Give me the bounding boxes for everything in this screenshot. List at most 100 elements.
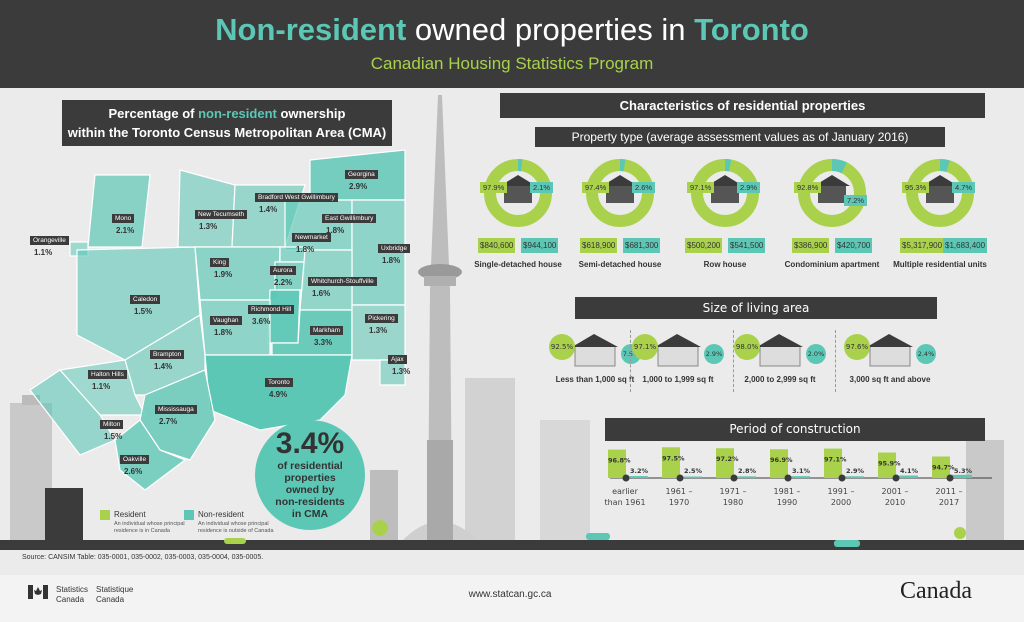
- non-resident-value: $1,683,400: [943, 238, 988, 253]
- non-resident-pct-label: 2.9%: [737, 182, 761, 193]
- map-title-text: ownership: [276, 106, 346, 121]
- page-title: Non-resident owned properties in Toronto: [0, 12, 1024, 48]
- region-pct: 1.8%: [382, 256, 401, 265]
- resident-pct-circle: 92.5%: [549, 334, 575, 360]
- map-region: [114, 419, 187, 491]
- resident-pct-circle: 97.6%: [844, 334, 870, 360]
- property-type-name: Condominium apartment: [784, 260, 880, 269]
- axis-dot: [730, 474, 738, 482]
- non-resident-pct-label: 7.2%: [844, 195, 868, 206]
- resident-bar-label: 96.9%: [770, 456, 793, 464]
- title-accent: Toronto: [694, 12, 809, 47]
- house-size-icon: [655, 334, 701, 367]
- region-pct: 2.9%: [349, 182, 368, 191]
- title-accent: Non-resident: [215, 12, 407, 47]
- region-name-tag: Aurora: [270, 266, 296, 275]
- canada-flag-icon: [28, 585, 48, 599]
- characteristics-title: Characteristics of residential propertie…: [500, 93, 985, 118]
- logo-text: Canada: [96, 595, 125, 604]
- map-title-text: Percentage of: [108, 106, 199, 121]
- region-pct: 1.6%: [312, 289, 331, 298]
- resident-pct-label: 97.9%: [480, 182, 508, 193]
- canada-wordmark: Canada: [900, 578, 972, 604]
- property-type-name: Row house: [703, 260, 747, 269]
- living-area-name: 2,000 to 2,999 sq ft: [744, 375, 816, 384]
- region-name-tag: Uxbridge: [378, 244, 411, 253]
- summary-text: non-residents: [275, 496, 345, 508]
- house-icon: [818, 185, 846, 203]
- axis-dot: [622, 474, 630, 482]
- property-type-name: Semi-detached house: [578, 260, 662, 269]
- property-donut: [691, 159, 759, 227]
- region-pct: 2.6%: [124, 467, 143, 476]
- region-name-tag: Mississauga: [155, 405, 197, 414]
- period-label: 1961 –1970: [665, 487, 693, 507]
- period-label: 2001 –2010: [881, 487, 909, 507]
- living-area-name: 1,000 to 1,999 sq ft: [642, 375, 714, 384]
- map-region: [267, 289, 301, 344]
- resident-value: $386,900: [792, 238, 830, 253]
- non-resident-bar: [844, 476, 864, 478]
- region-pct: 3.3%: [314, 338, 333, 347]
- axis-dot: [838, 474, 846, 482]
- non-resident-value: $541,500: [728, 238, 766, 253]
- map-region: [194, 246, 281, 301]
- non-resident-pct-label: 2.1%: [530, 182, 554, 193]
- axis-dot: [676, 474, 684, 482]
- non-resident-pct-circle: 2.4%: [916, 344, 936, 364]
- logo-text: Statistique: [96, 585, 134, 594]
- roof-icon: [922, 175, 958, 186]
- region-name-tag: Caledon: [130, 295, 161, 304]
- region-pct: 1.4%: [154, 362, 173, 371]
- resident-bar-label: 96.8%: [608, 457, 631, 465]
- period-label: 1991 –2000: [827, 487, 855, 507]
- region-name-tag: Bradford West Gwillimbury: [255, 193, 338, 202]
- region-pct: 1.5%: [134, 307, 153, 316]
- region-pct: 1.9%: [214, 270, 233, 279]
- period-label: 1981 –1990: [773, 487, 801, 507]
- house-size-icon: [867, 334, 913, 367]
- resident-bar: [770, 449, 788, 478]
- period-label: 2011 –2017: [935, 487, 963, 507]
- roof-icon: [814, 175, 850, 186]
- summary-text: properties: [284, 472, 336, 484]
- source-note: Source: CANSIM Table: 035-0001, 035-0002…: [22, 554, 264, 561]
- region-name-tag: Halton Hills: [88, 370, 127, 379]
- resident-pct-label: 95.3%: [902, 182, 930, 193]
- non-resident-bar: [628, 476, 648, 478]
- roof-icon: [707, 175, 743, 186]
- page-subtitle: Canadian Housing Statistics Program: [370, 54, 654, 73]
- axis-dot: [784, 474, 792, 482]
- statcan-logo: Statistics Canada Statistique Canada: [28, 585, 133, 605]
- construction-title: Period of construction: [605, 418, 985, 441]
- donut-non-resident-arc: [484, 159, 552, 227]
- legend-swatch-resident: [100, 510, 110, 520]
- logo-text: Canada: [56, 595, 85, 604]
- non-resident-bar-label: 2.9%: [846, 467, 865, 475]
- resident-bar: [662, 447, 680, 478]
- region-pct: 3.6%: [252, 317, 271, 326]
- region-name-tag: Pickering: [365, 314, 398, 323]
- region-pct: 2.2%: [274, 278, 293, 287]
- axis-dot: [892, 474, 900, 482]
- legend-label-resident: Resident: [114, 510, 146, 519]
- summary-circle: 3.4% of residential properties owned by …: [255, 420, 365, 530]
- resident-value: $840,600: [478, 238, 516, 253]
- website-link[interactable]: www.statcan.gc.ca: [468, 589, 552, 600]
- resident-bar-label: 94.7%: [932, 463, 955, 471]
- map-region: [177, 169, 236, 248]
- donut-non-resident-arc: [691, 159, 759, 227]
- resident-value: $618,900: [580, 238, 618, 253]
- house-size-icon: [572, 334, 618, 367]
- non-resident-bar: [682, 476, 702, 478]
- non-resident-bar: [736, 476, 756, 478]
- region-name-tag: Georgina: [345, 170, 378, 179]
- region-pct: 2.1%: [116, 226, 135, 235]
- property-donut: [586, 159, 654, 227]
- resident-bar: [824, 448, 842, 478]
- region-name-tag: New Tecumseth: [195, 210, 248, 219]
- resident-bar: [932, 456, 950, 478]
- region-pct: 1.8%: [214, 328, 233, 337]
- map-title-accent: non-resident: [198, 106, 277, 121]
